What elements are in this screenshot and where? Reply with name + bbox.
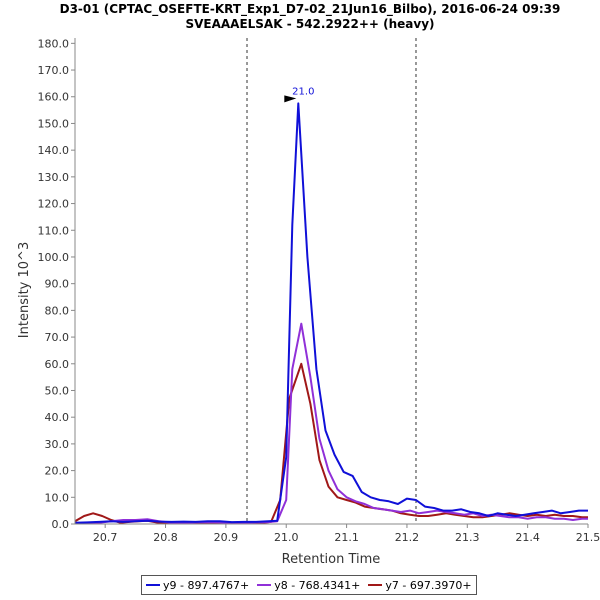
y-tick-label: 140.0 (38, 144, 70, 157)
x-tick-label: 21.5 (576, 531, 600, 544)
y-tick-label: 60.0 (45, 358, 70, 371)
x-tick-label: 20.9 (214, 531, 239, 544)
series-layer (74, 102, 588, 525)
y-tick-label: 100.0 (38, 251, 70, 264)
y-tick-label: 10.0 (45, 491, 70, 504)
chart-title: D3-01 (CPTAC_OSEFTE-KRT_Exp1_D7-02_21Jun… (60, 2, 561, 17)
y-tick-label: 90.0 (45, 278, 70, 291)
chart-subtitle: SVEAAAELSAK - 542.2922++ (heavy) (185, 17, 434, 31)
legend-label-y7: y7 - 697.3970+ (385, 578, 472, 592)
legend-swatch-y9 (146, 584, 160, 586)
legend-item-y8: y8 - 768.4341+ (257, 579, 360, 592)
y-tick-label: 20.0 (45, 465, 70, 478)
y-tick-label: 30.0 (45, 438, 70, 451)
vertical-markers (246, 38, 417, 524)
legend-swatch-y8 (257, 584, 272, 586)
y-tick-label: 160.0 (38, 91, 70, 104)
x-tick-label: 20.8 (153, 531, 178, 544)
y-tick-label: 170.0 (38, 64, 70, 77)
y-tick-label: 110.0 (38, 224, 70, 237)
x-axis-label: Retention Time (282, 552, 381, 567)
legend-label-y9: y9 - 897.4767+ (163, 578, 250, 592)
y-tick-label: 40.0 (45, 411, 70, 424)
peak-arrow-icon (284, 95, 297, 103)
y-axis-label: Intensity 10^3 (17, 242, 32, 338)
y-tick-label: 180.0 (38, 37, 70, 50)
y-tick-label: 150.0 (38, 117, 70, 130)
y-tick-label: 130.0 (38, 171, 70, 184)
y-tick-label: 80.0 (45, 304, 70, 317)
legend-item-y9: y9 - 897.4767+ (146, 579, 249, 592)
x-tick-label: 21.0 (274, 531, 299, 544)
y-tick-label: 0.0 (52, 518, 70, 531)
x-tick-label: 21.1 (334, 531, 359, 544)
x-tick-label: 21.2 (395, 531, 420, 544)
x-tick-label: 20.7 (93, 531, 118, 544)
legend: y9 - 897.4767+ y8 - 768.4341+ y7 - 697.3… (141, 575, 477, 595)
legend-label-y8: y8 - 768.4341+ (274, 578, 361, 592)
peak-label: 21.0 (292, 86, 314, 97)
x-ticks: 20.7 20.8 20.9 21.0 21.1 21.2 21.3 21.4 21.5 (93, 524, 600, 544)
y-tick-label: 120.0 (38, 198, 70, 211)
x-tick-label: 21.4 (515, 531, 540, 544)
y-tick-label: 50.0 (45, 384, 70, 397)
legend-item-y7: y7 - 697.3970+ (368, 578, 472, 592)
series-line-y9 (74, 102, 588, 524)
peak-annotation: 21.0 (284, 86, 314, 103)
y-ticks: 0.0 10.0 20.0 30.0 40.0 50.0 60.0 70.0 80.0 90.0 1… (38, 37, 75, 531)
plot-area (75, 38, 588, 524)
x-tick-label: 21.3 (455, 531, 480, 544)
legend-swatch-y7 (368, 584, 383, 586)
y-tick-label: 70.0 (45, 331, 70, 344)
